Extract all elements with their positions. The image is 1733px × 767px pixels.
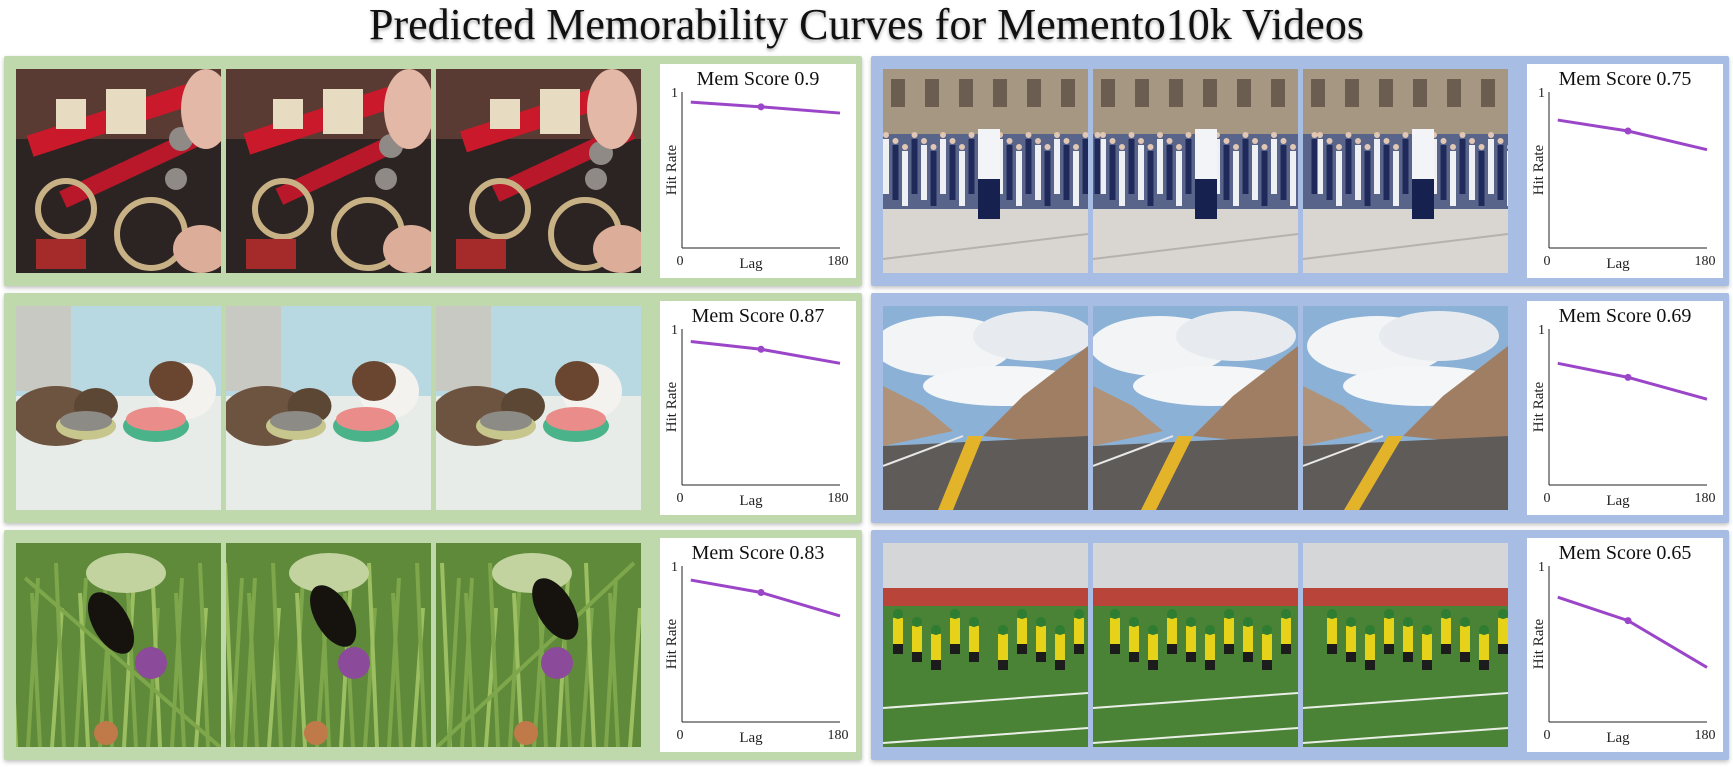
memorability-chart: Mem Score 0.87 1 0 180 Lag Hit Rate bbox=[660, 301, 856, 515]
memorability-chart: Mem Score 0.75 1 0 180 Lag Hit Rate bbox=[1527, 64, 1723, 278]
memorability-chart: Mem Score 0.83 1 0 180 Lag Hit Rate bbox=[660, 538, 856, 752]
y-axis-label: Hit Rate bbox=[1531, 618, 1547, 669]
chart-title: Mem Score 0.87 bbox=[692, 305, 825, 327]
x-tick-label: 180 bbox=[1695, 728, 1716, 743]
video-frame bbox=[1303, 543, 1508, 747]
video-frame bbox=[883, 69, 1088, 273]
y-axis-label: Hit Rate bbox=[664, 144, 680, 195]
x-axis-label: Lag bbox=[739, 730, 763, 746]
video-frame bbox=[226, 306, 431, 510]
x-axis-label: Lag bbox=[1606, 730, 1630, 746]
memorability-curve bbox=[690, 578, 841, 618]
memorability-chart: Mem Score 0.9 1 0 180 Lag Hit Rate bbox=[660, 64, 856, 278]
memorability-curve bbox=[1557, 361, 1708, 401]
data-point bbox=[1624, 617, 1632, 625]
data-point bbox=[1624, 127, 1632, 135]
chart-title: Mem Score 0.69 bbox=[1559, 305, 1692, 327]
y-axis-label: Hit Rate bbox=[1531, 381, 1547, 432]
memorability-chart: Mem Score 0.69 1 0 180 Lag Hit Rate bbox=[1527, 301, 1723, 515]
data-point bbox=[757, 103, 765, 111]
y-tick-label: 1 bbox=[671, 86, 678, 101]
x-axis-label: Lag bbox=[1606, 256, 1630, 272]
y-tick-label: 1 bbox=[671, 560, 678, 575]
chart-title: Mem Score 0.9 bbox=[697, 68, 820, 90]
video-panel-cats-eating: Mem Score 0.87 1 0 180 Lag Hit Rate bbox=[4, 293, 862, 523]
chart-title: Mem Score 0.83 bbox=[692, 542, 825, 564]
x-tick-label: 180 bbox=[828, 491, 849, 506]
video-frame bbox=[16, 69, 221, 273]
x-tick-label: 0 bbox=[1544, 254, 1551, 269]
x-tick-label: 180 bbox=[828, 254, 849, 269]
data-point bbox=[1624, 373, 1632, 381]
video-frame bbox=[1093, 543, 1298, 747]
x-tick-label: 0 bbox=[677, 728, 684, 743]
video-panel-mountain-road: Mem Score 0.69 1 0 180 Lag Hit Rate bbox=[871, 293, 1729, 523]
chart-title: Mem Score 0.65 bbox=[1559, 542, 1692, 564]
memorability-chart: Mem Score 0.65 1 0 180 Lag Hit Rate bbox=[1527, 538, 1723, 752]
x-axis-label: Lag bbox=[739, 493, 763, 509]
chart-title: Mem Score 0.75 bbox=[1559, 68, 1692, 90]
y-axis-label: Hit Rate bbox=[1531, 144, 1547, 195]
video-panel-marching-parade: Mem Score 0.75 1 0 180 Lag Hit Rate bbox=[871, 56, 1729, 286]
y-tick-label: 1 bbox=[1538, 86, 1545, 101]
x-tick-label: 0 bbox=[677, 254, 684, 269]
video-frame bbox=[226, 69, 431, 273]
video-frame bbox=[16, 543, 221, 747]
x-tick-label: 180 bbox=[828, 728, 849, 743]
x-axis-label: Lag bbox=[1606, 493, 1630, 509]
video-panel-football-field: Mem Score 0.65 1 0 180 Lag Hit Rate bbox=[871, 530, 1729, 760]
video-frame bbox=[1093, 69, 1298, 273]
memorability-curve bbox=[1557, 595, 1708, 669]
video-frame bbox=[436, 69, 641, 273]
video-frame bbox=[1303, 69, 1508, 273]
video-frame bbox=[436, 543, 641, 747]
y-tick-label: 1 bbox=[1538, 560, 1545, 575]
x-tick-label: 180 bbox=[1695, 254, 1716, 269]
x-tick-label: 0 bbox=[1544, 728, 1551, 743]
video-frame bbox=[16, 306, 221, 510]
y-axis-label: Hit Rate bbox=[664, 381, 680, 432]
y-tick-label: 1 bbox=[671, 323, 678, 338]
video-panel-lego-gears: Mem Score 0.9 1 0 180 Lag Hit Rate bbox=[4, 56, 862, 286]
x-axis-label: Lag bbox=[739, 256, 763, 272]
figure-title: Predicted Memorability Curves for Mement… bbox=[369, 0, 1364, 49]
y-tick-label: 1 bbox=[1538, 323, 1545, 338]
memorability-curve bbox=[690, 100, 841, 115]
y-axis-label: Hit Rate bbox=[664, 618, 680, 669]
data-point bbox=[757, 589, 765, 597]
memorability-curve bbox=[1557, 118, 1708, 152]
video-frame bbox=[883, 543, 1088, 747]
video-frame bbox=[883, 306, 1088, 510]
x-tick-label: 180 bbox=[1695, 491, 1716, 506]
video-frame bbox=[436, 306, 641, 510]
data-point bbox=[757, 345, 765, 353]
video-frame bbox=[226, 543, 431, 747]
x-tick-label: 0 bbox=[677, 491, 684, 506]
memorability-curve bbox=[690, 339, 841, 365]
video-frame bbox=[1093, 306, 1298, 510]
x-tick-label: 0 bbox=[1544, 491, 1551, 506]
video-panel-butterfly-flower: Mem Score 0.83 1 0 180 Lag Hit Rate bbox=[4, 530, 862, 760]
video-frame bbox=[1303, 306, 1508, 510]
